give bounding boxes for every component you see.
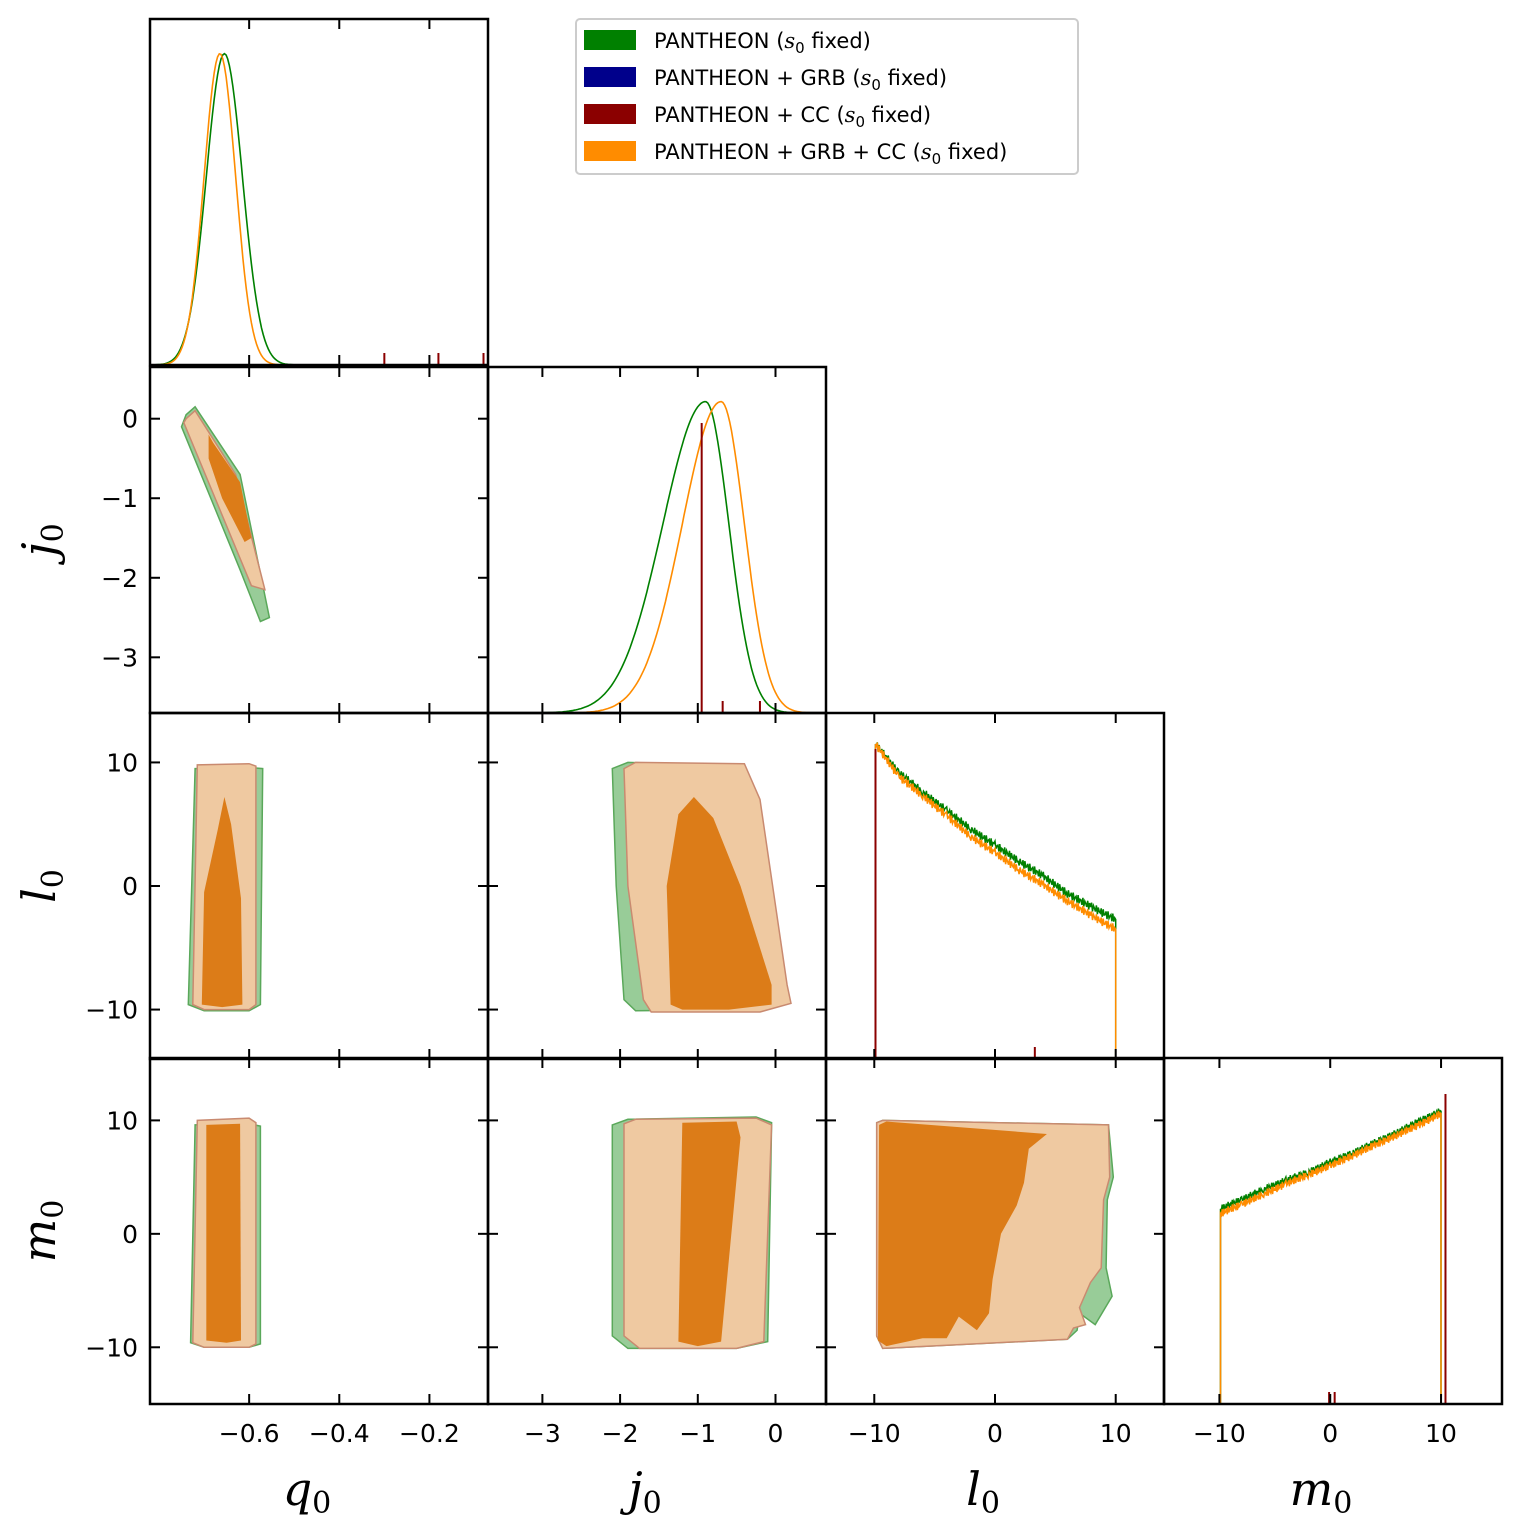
legend-entry-label: PANTHEON + GRB + CC (s0 fixed) — [654, 140, 1007, 168]
j0-y-tick-label: −2 — [101, 564, 138, 593]
q0-m0-contours — [189, 1117, 262, 1349]
legend-swatch — [584, 141, 636, 161]
legend: PANTHEON (s0 fixed) PANTHEON + GRB (s0 fi… — [575, 18, 1079, 175]
l0-y-tick-label: −10 — [85, 996, 138, 1025]
q0-x-tick-label: −0.2 — [399, 1419, 460, 1448]
q0-x-axis-label-subscript: 0 — [312, 1486, 331, 1521]
orange-inner-contour — [208, 434, 252, 542]
legend-swatch — [584, 104, 636, 124]
q0-j0-contours — [180, 405, 271, 623]
q0-x-tick-label: −0.4 — [309, 1419, 370, 1448]
m0-x-tick-label: −10 — [1193, 1419, 1246, 1448]
j0-x-axis-label-subscript: 0 — [643, 1486, 662, 1521]
l0-x-tick-label: 10 — [1100, 1419, 1132, 1448]
l0-m0-contours — [875, 1119, 1115, 1350]
l0-y-tick-label: 0 — [122, 872, 138, 901]
legend-box — [575, 18, 1079, 175]
l0-x-tick-label: −10 — [848, 1419, 901, 1448]
j0-x-tick-label: −2 — [602, 1419, 639, 1448]
orange-inner-contour — [201, 797, 243, 1008]
m0-x-axis-label-subscript: 0 — [1333, 1486, 1352, 1521]
j0-y-tick-label: 0 — [122, 405, 138, 434]
orange-inner-contour — [206, 1123, 241, 1343]
j0-x-tick-label: −3 — [524, 1419, 561, 1448]
legend-entry-label: PANTHEON (s0 fixed) — [654, 29, 871, 57]
legend-swatch — [584, 30, 636, 50]
l0-x-tick-label: 0 — [987, 1419, 1003, 1448]
j0-m0-contours — [611, 1116, 773, 1350]
m0-y-tick-label: 0 — [122, 1220, 138, 1249]
m0-y-tick-label: −10 — [85, 1333, 138, 1362]
orange-inner-contour — [877, 1121, 1047, 1347]
j0-x-tick-label: 0 — [768, 1419, 784, 1448]
l0-orange-histogram — [874, 742, 1117, 1059]
l0-y-tick-label: 10 — [106, 748, 138, 777]
legend-swatch — [584, 67, 636, 87]
j0-y-tick-label: −3 — [101, 643, 138, 672]
l0-x-axis-label-subscript: 0 — [981, 1486, 1000, 1521]
panel-frame-0-0 — [148, 17, 490, 367]
m0-orange-histogram — [1219, 1110, 1442, 1404]
legend-entry-label: PANTHEON + CC (s0 fixed) — [654, 103, 931, 131]
j0-y-axis-label-subscript: 0 — [36, 523, 71, 542]
q0-l0-contours — [187, 762, 264, 1012]
j0-x-tick-label: −1 — [679, 1419, 716, 1448]
m0-x-tick-label: 10 — [1425, 1419, 1457, 1448]
m0-y-tick-label: 10 — [106, 1106, 138, 1135]
orange-inner-contour — [678, 1121, 741, 1347]
j0-l0-contours — [611, 761, 792, 1013]
m0-y-axis-label-subscript: 0 — [36, 1200, 71, 1219]
legend-entry-label: PANTHEON + GRB (s0 fixed) — [654, 66, 947, 94]
q0-x-tick-label: −0.6 — [219, 1419, 280, 1448]
l0-y-axis-label-subscript: 0 — [36, 869, 71, 888]
m0-x-tick-label: 0 — [1322, 1419, 1338, 1448]
orange-inner-contour — [666, 797, 772, 1010]
panel-frame-3-3 — [1162, 1056, 1504, 1406]
j0-y-tick-label: −1 — [101, 484, 138, 513]
